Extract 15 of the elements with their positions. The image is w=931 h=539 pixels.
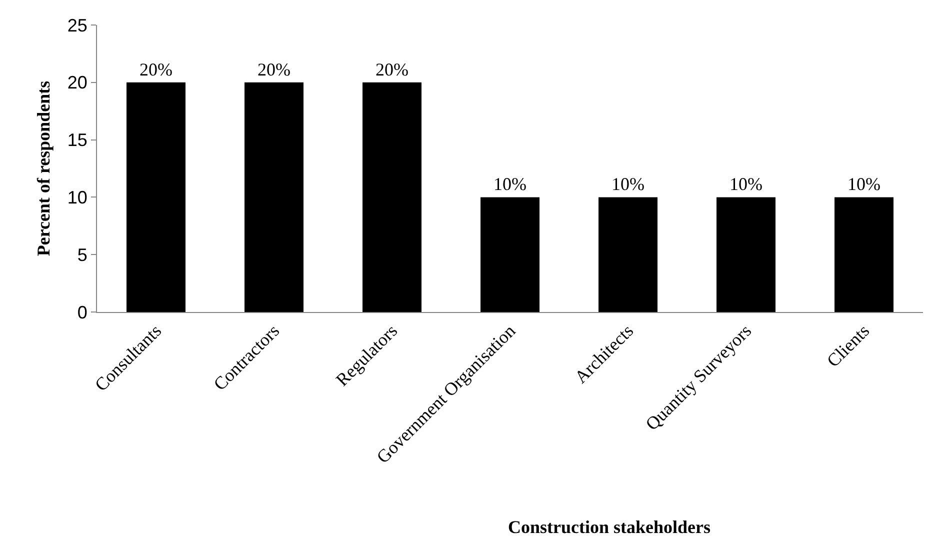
data-label: 10% <box>612 174 644 194</box>
y-tick-label: 0 <box>77 302 88 322</box>
y-tick-label: 5 <box>77 244 88 265</box>
data-label: 10% <box>730 174 762 194</box>
data-label: 10% <box>494 174 526 194</box>
y-axis-title: Percent of respondents <box>34 80 54 256</box>
data-label: 10% <box>848 174 880 194</box>
y-tick-label: 25 <box>67 15 88 36</box>
data-label: 20% <box>140 59 172 80</box>
y-tick-label: 20 <box>67 72 88 93</box>
y-tick-label: 15 <box>67 130 88 150</box>
x-axis-title: Construction stakeholders <box>508 517 711 537</box>
data-label: 20% <box>376 59 408 80</box>
y-tick-label: 10 <box>67 188 88 208</box>
data-label: 20% <box>258 59 290 80</box>
